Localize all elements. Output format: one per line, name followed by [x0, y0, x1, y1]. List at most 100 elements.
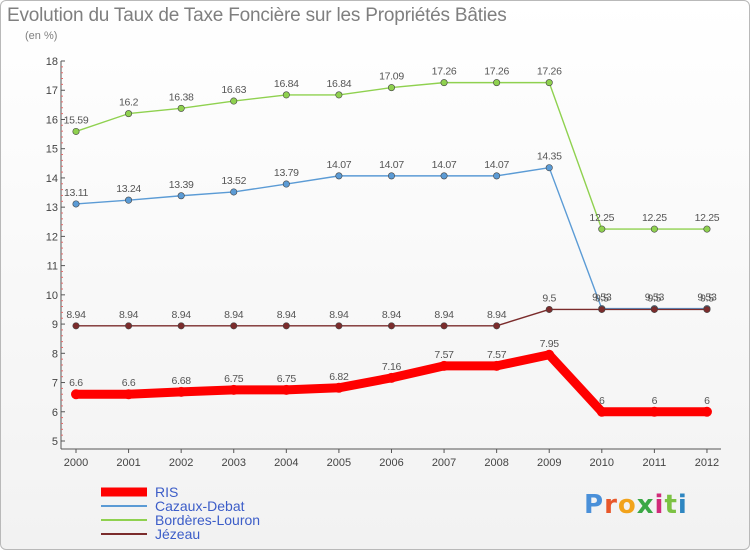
data-label-ris: 7.95: [540, 338, 560, 350]
data-point-j-zeau: [230, 322, 238, 330]
data-label-bord-res-louron: 16.84: [274, 78, 299, 90]
data-label-j-zeau: 8.94: [382, 309, 402, 321]
series-line-bord-res-louron: [75, 81, 708, 230]
data-point-bord-res-louron: [493, 79, 501, 87]
data-label-cazaux-debat: 14.35: [537, 151, 562, 163]
data-point-ris: [596, 406, 607, 417]
data-point-j-zeau: [335, 322, 343, 330]
y-tick-label: 14: [46, 173, 58, 185]
legend-swatch-bord-res-louron: [101, 519, 147, 521]
data-point-ris: [228, 384, 239, 395]
y-tick-label: 18: [46, 56, 58, 68]
y-tick-label: 17: [46, 85, 58, 97]
data-point-ris: [281, 384, 292, 395]
data-label-j-zeau: 8.94: [66, 309, 86, 321]
data-point-ris: [123, 389, 134, 400]
data-label-j-zeau: 8.94: [487, 309, 507, 321]
data-point-bord-res-louron: [177, 104, 185, 112]
y-tick-label: 6: [52, 407, 58, 419]
x-tick-label: 2010: [590, 457, 614, 469]
data-point-bord-res-louron: [72, 127, 80, 135]
data-label-bord-res-louron: 16.2: [119, 97, 139, 109]
y-tick-label: 10: [46, 290, 58, 302]
data-point-bord-res-louron: [650, 225, 658, 233]
y-tick-label: 8: [52, 348, 58, 360]
data-point-ris: [701, 406, 712, 417]
x-tick-label: 2009: [537, 457, 561, 469]
data-label-cazaux-debat: 13.24: [116, 183, 141, 195]
data-point-cazaux-debat: [335, 172, 343, 180]
brand-letter: i: [677, 490, 688, 520]
y-tick-label: 13: [46, 202, 58, 214]
legend-swatch-cazaux-debat: [101, 505, 147, 507]
data-point-ris: [439, 360, 450, 371]
data-point-ris: [333, 382, 344, 393]
data-label-ris: 6.75: [277, 373, 297, 385]
data-label-bord-res-louron: 15.59: [64, 114, 89, 126]
data-label-bord-res-louron: 12.25: [589, 212, 614, 224]
data-label-ris: 6: [704, 395, 710, 407]
data-label-ris: 7.57: [434, 349, 454, 361]
proxiti-logo: Proxiti: [584, 490, 688, 520]
data-label-ris: 6: [652, 395, 658, 407]
data-label-j-zeau: 9.5: [648, 292, 662, 304]
brand-letter: o: [617, 490, 637, 520]
data-label-ris: 7.16: [382, 361, 402, 373]
x-tick-label: 2011: [643, 457, 667, 469]
data-label-cazaux-debat: 13.79: [274, 167, 299, 179]
data-point-cazaux-debat: [282, 180, 290, 188]
data-point-cazaux-debat: [493, 172, 501, 180]
data-label-cazaux-debat: 14.07: [484, 159, 509, 171]
x-tick-label: 2003: [221, 457, 245, 469]
legend-swatch-j-zeau: [101, 533, 147, 535]
data-label-ris: 6.75: [224, 373, 244, 385]
data-point-j-zeau: [177, 322, 185, 330]
data-point-bord-res-louron: [282, 91, 290, 99]
data-label-j-zeau: 9.5: [700, 292, 714, 304]
data-point-ris: [386, 372, 397, 383]
data-point-ris: [649, 406, 660, 417]
data-point-cazaux-debat: [440, 172, 448, 180]
legend-label-ris: RIS: [155, 484, 179, 500]
data-label-ris: 6.82: [329, 371, 349, 383]
data-label-j-zeau: 8.94: [277, 309, 297, 321]
data-point-j-zeau: [703, 305, 711, 313]
data-label-j-zeau: 8.94: [434, 309, 454, 321]
data-point-j-zeau: [282, 322, 290, 330]
data-label-bord-res-louron: 17.26: [484, 66, 509, 78]
data-point-j-zeau: [72, 322, 80, 330]
data-label-bord-res-louron: 17.26: [537, 66, 562, 78]
legend-label-bord-res-louron: Bordères-Louron: [155, 512, 261, 528]
x-tick-label: 2012: [695, 457, 719, 469]
data-label-bord-res-louron: 12.25: [695, 212, 720, 224]
x-tick-label: 2007: [432, 457, 456, 469]
data-point-j-zeau: [650, 305, 658, 313]
data-label-j-zeau: 9.5: [595, 292, 609, 304]
data-point-cazaux-debat: [230, 188, 238, 196]
data-point-ris: [176, 386, 187, 397]
data-label-j-zeau: 8.94: [224, 309, 244, 321]
data-label-cazaux-debat: 14.07: [379, 159, 404, 171]
data-point-j-zeau: [440, 322, 448, 330]
data-label-j-zeau: 8.94: [329, 309, 349, 321]
data-point-j-zeau: [125, 322, 133, 330]
y-tick-label: 11: [47, 261, 58, 273]
data-label-ris: 6: [599, 395, 605, 407]
data-label-cazaux-debat: 13.11: [64, 187, 88, 199]
x-tick-label: 2001: [116, 457, 140, 469]
legend-label-j-zeau: Jézeau: [155, 526, 201, 542]
data-label-cazaux-debat: 9.53: [645, 292, 665, 304]
y-tick-label: 9: [52, 319, 58, 331]
x-tick-label: 2004: [274, 457, 298, 469]
data-point-bord-res-louron: [230, 97, 238, 105]
legend-swatch-ris: [101, 487, 147, 497]
data-point-bord-res-louron: [125, 110, 133, 118]
data-label-j-zeau: 8.94: [119, 309, 139, 321]
data-point-bord-res-louron: [440, 79, 448, 87]
data-point-ris: [544, 349, 555, 360]
x-tick-label: 2008: [484, 457, 508, 469]
brand-letter: i: [654, 490, 665, 520]
chart-title: Evolution du Taux de Taxe Foncière sur l…: [7, 5, 507, 26]
data-point-ris: [491, 360, 502, 371]
